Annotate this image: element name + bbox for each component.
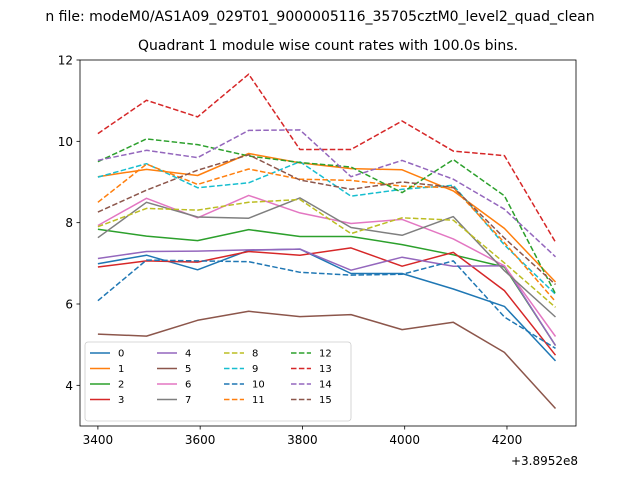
legend-label-7: 7 — [185, 395, 191, 406]
legend-label-8: 8 — [252, 349, 258, 360]
series-line-1 — [97, 152, 557, 283]
x-tick-label: 3600 — [185, 433, 216, 447]
series-line-14 — [97, 129, 557, 258]
x-tick-label: 4000 — [389, 433, 420, 447]
series-line-7 — [97, 197, 557, 318]
series-line-2 — [97, 228, 557, 346]
x-tick-label: 3400 — [83, 433, 114, 447]
series-line-5 — [97, 310, 557, 410]
series-line-8 — [97, 198, 556, 308]
chart-suptitle: n file: modeM0/AS1A09_029T01_9000005116_… — [45, 9, 594, 25]
series-line-15 — [97, 154, 557, 286]
x-tick-label: 4200 — [492, 433, 523, 447]
legend-label-11: 11 — [252, 395, 265, 406]
series-line-13 — [97, 73, 557, 243]
series-line-4 — [97, 248, 557, 346]
legend-label-0: 0 — [118, 349, 124, 360]
plot-lines — [97, 73, 557, 410]
legend-label-2: 2 — [118, 380, 124, 391]
legend-label-12: 12 — [319, 349, 332, 360]
series-line-11 — [97, 163, 557, 303]
series-line-6 — [97, 194, 557, 337]
series-line-3 — [97, 247, 557, 356]
legend-label-10: 10 — [252, 380, 265, 391]
series-line-10 — [97, 259, 556, 349]
y-tick-label: 10 — [58, 135, 73, 149]
y-tick-label: 8 — [65, 216, 73, 230]
legend-label-9: 9 — [252, 364, 258, 375]
x-offset-label: +3.8952e8 — [511, 454, 578, 468]
legend-label-15: 15 — [319, 395, 332, 406]
legend-label-5: 5 — [185, 364, 191, 375]
series-line-0 — [97, 248, 557, 362]
legend-label-13: 13 — [319, 364, 332, 375]
axes-frame — [79, 59, 577, 427]
series-line-12 — [97, 138, 557, 295]
legend-label-4: 4 — [185, 349, 191, 360]
y-tick-label: 4 — [65, 379, 73, 393]
y-tick-label: 12 — [58, 54, 73, 68]
legend-box — [84, 341, 352, 422]
legend-label-3: 3 — [118, 395, 124, 406]
legend-label-1: 1 — [118, 364, 124, 375]
legend-label-14: 14 — [319, 380, 332, 391]
x-tick-label: 3800 — [287, 433, 318, 447]
legend-label-6: 6 — [185, 380, 191, 391]
y-tick-label: 6 — [65, 298, 73, 312]
chart-title: Quadrant 1 module wise count rates with … — [138, 38, 518, 54]
